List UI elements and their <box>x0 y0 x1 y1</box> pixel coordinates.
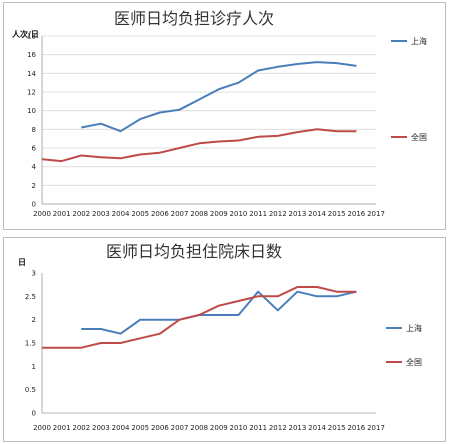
x-tick-label: 2007 <box>171 424 189 432</box>
x-tick-label: 2010 <box>230 424 248 432</box>
x-tick-label: 2008 <box>190 424 208 432</box>
x-tick-label: 2002 <box>72 210 90 218</box>
x-tick-label: 2015 <box>328 424 346 432</box>
y-tick-label: 4 <box>32 163 37 171</box>
y-tick-label: 0 <box>32 201 36 209</box>
chart-title: 医师日均负担诊疗人次 <box>114 9 274 28</box>
x-tick-label: 2011 <box>249 210 267 218</box>
y-tick-label: 0 <box>32 410 36 418</box>
series-line-0 <box>81 61 357 133</box>
y-tick-label: 0.5 <box>25 386 36 394</box>
series-line-0 <box>81 290 357 335</box>
chart-title: 医师日均负担住院床日数 <box>106 242 282 261</box>
x-tick-label: 2013 <box>288 424 306 432</box>
y-tick-label: 2 <box>32 316 36 324</box>
x-tick-label: 2014 <box>308 210 326 218</box>
legend-label-0: 上海 <box>406 323 422 333</box>
x-tick-label: 2002 <box>72 424 90 432</box>
x-tick-label: 2004 <box>112 424 130 432</box>
x-tick-label: 2009 <box>210 424 228 432</box>
y-tick-label: 8 <box>32 126 36 134</box>
x-tick-label: 2001 <box>53 210 71 218</box>
x-tick-label: 2016 <box>347 210 365 218</box>
y-tick-label: 2 <box>32 182 36 190</box>
x-tick-label: 2007 <box>171 210 189 218</box>
legend-label-1: 全国 <box>411 132 427 142</box>
x-tick-label: 2011 <box>249 424 267 432</box>
x-tick-label: 2001 <box>53 424 71 432</box>
y-tick-label: 6 <box>32 145 37 153</box>
y-tick-label: 12 <box>27 89 36 97</box>
x-tick-label: 2013 <box>288 210 306 218</box>
x-tick-label: 2003 <box>92 424 110 432</box>
x-tick-label: 2014 <box>308 424 326 432</box>
y-tick-label: 1.5 <box>25 340 36 348</box>
y-axis-label: 日 <box>18 258 26 267</box>
x-tick-label: 2003 <box>92 210 110 218</box>
y-tick-label: 10 <box>27 107 36 115</box>
x-tick-label: 2009 <box>210 210 228 218</box>
y-tick-label: 3 <box>32 270 36 278</box>
x-tick-label: 2006 <box>151 424 169 432</box>
y-axis-label: 人次/日 <box>12 29 39 39</box>
series-line-1 <box>41 128 357 163</box>
x-tick-label: 2005 <box>131 210 149 218</box>
y-tick-label: 18 <box>27 33 36 41</box>
y-tick-label: 14 <box>27 70 36 78</box>
x-tick-label: 2008 <box>190 210 208 218</box>
x-tick-label: 2015 <box>328 210 346 218</box>
legend-label-0: 上海 <box>411 36 427 46</box>
x-tick-label: 2000 <box>33 424 51 432</box>
x-tick-label: 2000 <box>33 210 51 218</box>
legend-label-1: 全国 <box>406 357 422 367</box>
x-tick-label: 2017 <box>367 424 385 432</box>
x-tick-label: 2006 <box>151 210 169 218</box>
x-tick-label: 2017 <box>367 210 385 218</box>
x-tick-label: 2016 <box>347 424 365 432</box>
y-tick-label: 2.5 <box>25 293 36 301</box>
x-tick-label: 2012 <box>269 424 287 432</box>
x-tick-label: 2005 <box>131 424 149 432</box>
y-tick-label: 16 <box>27 51 36 59</box>
y-tick-label: 1 <box>32 363 36 371</box>
chart-panel-bed-days: 医师日均负担住院床日数日 0 0.5 1 1.5 2 2.5 3 2000 2001 2002 200… <box>3 237 446 442</box>
chart-panel-consultations: 医师日均负担诊疗人次 人次/日 0 2 4 6 8 10 12 14 16 18 2000 2001 200… <box>3 2 446 230</box>
x-tick-label: 2012 <box>269 210 287 218</box>
series-line-1 <box>42 286 357 349</box>
x-tick-label: 2010 <box>230 210 248 218</box>
x-tick-label: 2004 <box>112 210 130 218</box>
